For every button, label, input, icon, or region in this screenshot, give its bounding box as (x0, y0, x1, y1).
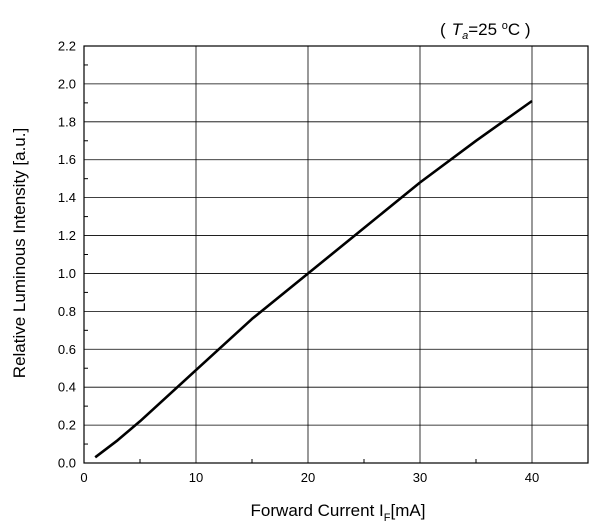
x-tick-label: 0 (80, 470, 87, 485)
x-tick-label: 40 (525, 470, 539, 485)
y-tick-label: 1.2 (58, 228, 76, 243)
x-tick-labels: 0 10 20 30 40 (80, 470, 539, 485)
y-tick-label: 1.4 (58, 190, 76, 205)
grid (84, 46, 588, 463)
y-tick-label: 0.0 (58, 456, 76, 471)
x-tick-label: 10 (189, 470, 203, 485)
x-tick-label: 30 (413, 470, 427, 485)
y-tick-label: 0.2 (58, 418, 76, 433)
y-tick-label: 0.4 (58, 380, 76, 395)
x-axis-title: Forward Current IF[mA] (251, 501, 426, 524)
y-axis-title: Relative Luminous Intensity [a.u.] (10, 128, 29, 378)
y-tick-label: 1.8 (58, 114, 76, 129)
y-tick-label: 0.8 (58, 304, 76, 319)
y-tick-label: 2.2 (58, 39, 76, 54)
y-tick-label: 0.6 (58, 342, 76, 357)
series-line (94, 99, 533, 459)
minor-ticks (84, 64, 477, 463)
y-tick-labels: 0.0 0.2 0.4 0.6 0.8 1.0 1.2 1.4 1.6 1.8 2.0 2.2 (58, 39, 76, 471)
x-tick-label: 20 (301, 470, 315, 485)
plot-area-frame (83, 45, 589, 464)
y-tick-label: 2.0 (58, 76, 76, 91)
y-tick-label: 1.6 (58, 152, 76, 167)
y-tick-label: 1.0 (58, 266, 76, 281)
temperature-condition: (Ta=25 oC ) (440, 20, 531, 42)
